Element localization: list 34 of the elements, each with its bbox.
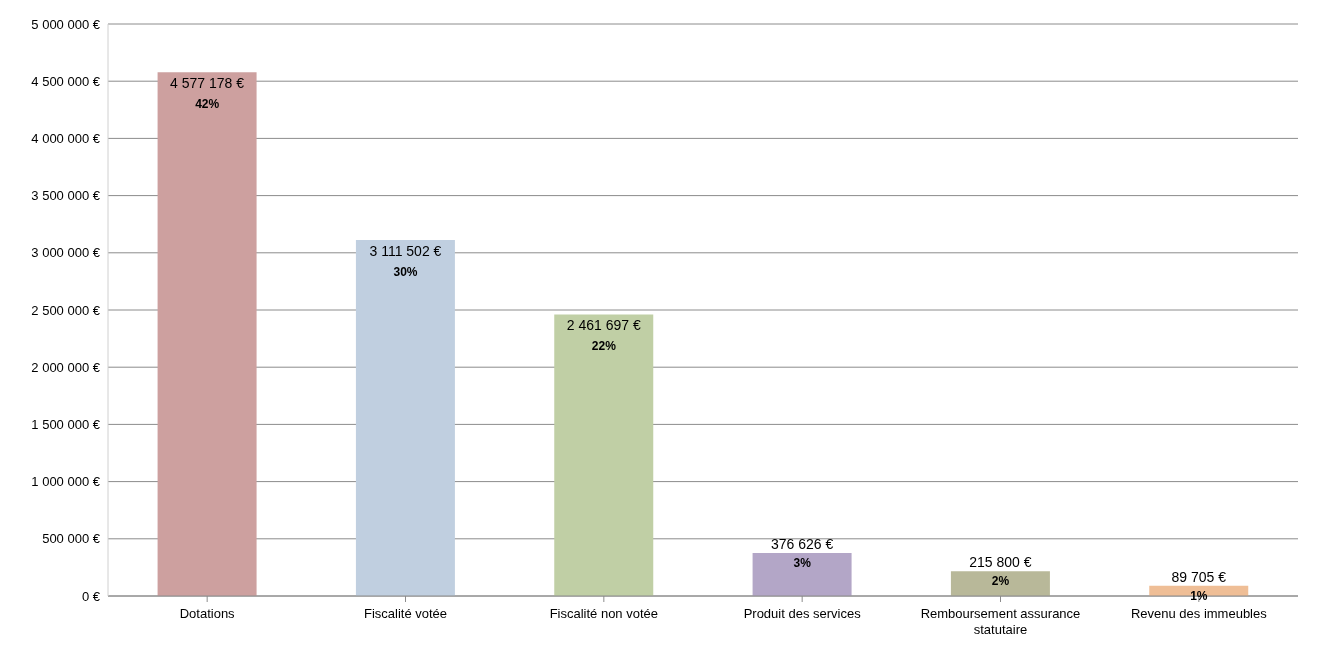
- y-tick-label: 2 500 000 €: [31, 302, 101, 318]
- y-tick-label: 3 000 000 €: [31, 245, 101, 261]
- x-tick-label: Produit des services: [743, 606, 862, 621]
- bar: [950, 571, 1050, 596]
- y-tick-label: 500 000 €: [42, 531, 101, 547]
- x-tick-label: Remboursement assurance statutaire: [920, 606, 1081, 637]
- annotation: 42%: [195, 97, 220, 112]
- bar: [554, 314, 654, 596]
- annotation: 1%: [1190, 588, 1208, 603]
- data-label: 376 626 €: [770, 535, 834, 552]
- y-tick-label: 5 000 000 €: [31, 16, 101, 32]
- x-tick-label: Dotations: [179, 606, 236, 621]
- y-tick-label: 3 500 000 €: [31, 188, 101, 204]
- data-label: 4 577 178 €: [170, 75, 245, 92]
- data-label: 3 111 502 €: [369, 243, 442, 260]
- annotation: 3%: [793, 555, 812, 570]
- bar: [355, 240, 455, 596]
- annotation: 2%: [991, 574, 1010, 589]
- x-tick-label: Fiscalité votée: [363, 606, 448, 621]
- bar: [752, 552, 852, 596]
- y-tick-label: 2 000 000 €: [31, 359, 101, 375]
- y-tick-label: 1 000 000 €: [31, 474, 101, 490]
- data-label: 89 705 €: [1171, 568, 1227, 585]
- bar: [157, 72, 257, 596]
- annotation: 30%: [393, 265, 418, 280]
- y-tick-label: 4 000 000 €: [31, 131, 101, 147]
- annotation: 22%: [591, 339, 617, 354]
- x-tick-label: Revenu des immeubles: [1130, 606, 1268, 621]
- y-tick-label: 1 500 000 €: [31, 417, 101, 433]
- data-label: 2 461 697 €: [566, 317, 641, 334]
- y-tick-label: 4 500 000 €: [31, 73, 101, 89]
- y-tick-label: 0 €: [81, 588, 101, 604]
- x-tick-label: Fiscalité non votée: [549, 606, 659, 621]
- data-label: 215 800 €: [969, 554, 1032, 571]
